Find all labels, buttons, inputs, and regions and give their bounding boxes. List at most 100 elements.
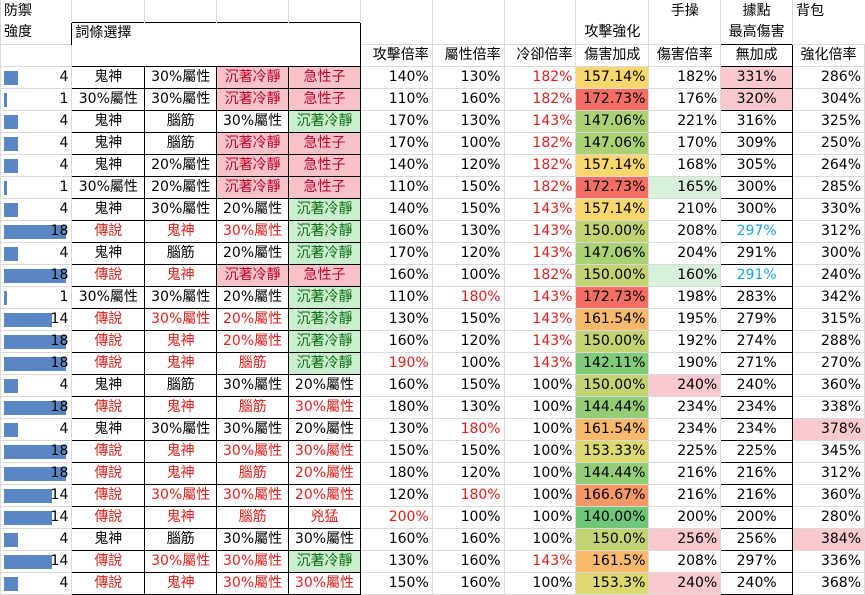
strength-label: 強度	[0, 22, 72, 44]
strength-value: 4	[59, 134, 69, 151]
strength-cell: 4	[0, 131, 73, 155]
skill-cell: 30%屬性	[144, 417, 218, 441]
atk-mult-cell: 190%	[359, 351, 433, 375]
dmg-bonus-cell: 150.00%	[575, 219, 650, 243]
dmg-mult-cell: 240%	[648, 373, 722, 397]
strength-bar	[4, 576, 18, 591]
dmg-bonus-cell: 161.54%	[575, 307, 650, 331]
strength-value: 1	[59, 178, 69, 195]
enh-mult-cell: 312%	[792, 461, 865, 485]
table-row: 4 鬼神 腦筋 沉著冷靜 急性子 170% 100% 182% 147.06% 170% 309% 2…	[0, 131, 865, 155]
skill-cell: 鬼神	[144, 219, 218, 243]
skill-cell: 急性子	[288, 175, 361, 199]
cd-mult-cell: 143%	[503, 197, 577, 221]
skill-cell: 沉著冷靜	[288, 285, 361, 309]
skill-cell: 急性子	[288, 263, 361, 287]
skill-cell: 鬼神	[144, 329, 218, 353]
skill-cell: 鬼神	[144, 395, 218, 419]
skill-cell: 20%屬性	[144, 175, 218, 199]
cd-mult-cell: 100%	[503, 417, 577, 441]
enh-mult-cell: 300%	[792, 241, 865, 265]
table-row: 18 傳說 鬼神 30%屬性 沉著冷靜 160% 130% 143% 150.00% 208% 29…	[0, 219, 865, 243]
cd-mult-cell: 182%	[503, 175, 577, 199]
skill-cell: 20%屬性	[216, 197, 290, 221]
skill-cell: 腦筋	[216, 395, 290, 419]
enh-mult-cell: 342%	[792, 285, 865, 309]
enh-mult-cell: 312%	[792, 219, 865, 243]
attr-mult-cell: 120%	[431, 461, 505, 485]
no-bonus-cell: 309%	[720, 131, 794, 155]
no-bonus-cell: 279%	[720, 307, 794, 331]
no-bonus-cell: 234%	[720, 417, 794, 441]
no-bonus-cell: 305%	[720, 153, 794, 177]
skill-cell: 傳說	[71, 263, 146, 287]
skill-cell: 20%屬性	[216, 285, 290, 309]
dmg-mult-cell: 216%	[648, 483, 722, 507]
cd-mult-cell: 143%	[503, 351, 577, 375]
enh-mult-cell: 378%	[792, 417, 865, 441]
skill-cell: 30%屬性	[288, 395, 361, 419]
skill-cell: 傳說	[71, 461, 146, 485]
skill-cell: 30%屬性	[288, 571, 361, 595]
dmg-mult-cell: 190%	[648, 351, 722, 375]
dmg-bonus-cell: 157.14%	[575, 65, 650, 89]
dmg-bonus-cell: 147.06%	[575, 131, 650, 155]
table-row: 4 鬼神 30%屬性 沉著冷靜 急性子 140% 130% 182% 157.14% 182% 33…	[0, 65, 865, 89]
table-row: 14 傳說 30%屬性 30%屬性 20%屬性 120% 180% 100% 166.67% 21…	[0, 483, 865, 507]
atk-mult-cell: 160%	[359, 219, 433, 243]
skill-cell: 沉著冷靜	[216, 65, 290, 89]
skill-cell: 30%屬性	[144, 197, 218, 221]
skill-cell: 鬼神	[71, 373, 146, 397]
atk-mult-cell: 200%	[359, 505, 433, 529]
strength-bar	[4, 334, 66, 349]
strength-cell: 4	[0, 373, 73, 397]
skill-cell: 沉著冷靜	[288, 109, 361, 133]
strength-cell: 4	[0, 153, 73, 177]
enh-mult-cell: 286%	[792, 65, 865, 89]
strength-bar	[4, 488, 52, 503]
dmg-mult-cell: 170%	[648, 131, 722, 155]
strength-value: 18	[50, 354, 69, 371]
atk-mult-cell: 140%	[359, 65, 433, 89]
table-row: 14 傳說 30%屬性 30%屬性 沉著冷靜 130% 160% 143% 161.5% 208%…	[0, 549, 865, 573]
table-row: 1 30%屬性 20%屬性 沉著冷靜 急性子 110% 150% 182% 172.73% 165…	[0, 175, 865, 199]
strength-bar	[4, 136, 18, 151]
strength-bar	[4, 290, 7, 305]
dmg-mult-cell: 182%	[648, 65, 722, 89]
dmg-bonus-cell: 144.44%	[575, 461, 650, 485]
enh-mult-cell: 360%	[792, 373, 865, 397]
dmg-mult-cell: 216%	[648, 461, 722, 485]
enh-mult-cell: 384%	[792, 527, 865, 551]
strength-value: 4	[59, 574, 69, 591]
no-bonus-cell: 216%	[720, 461, 794, 485]
table-row: 14 傳說 鬼神 腦筋 兇猛 200% 100% 100% 140.00% 200% 200% 280…	[0, 505, 865, 529]
attr-mult-cell: 150%	[431, 175, 505, 199]
skill-cell: 傳說	[71, 505, 146, 529]
skill-cell: 傳說	[71, 439, 146, 463]
skill-cell: 30%屬性	[71, 285, 146, 309]
attr-mult-cell: 130%	[431, 395, 505, 419]
skill-cell: 傳說	[71, 351, 146, 375]
skill-cell: 沉著冷靜	[216, 153, 290, 177]
strength-bar	[4, 532, 18, 547]
enh-mult-cell: 338%	[792, 395, 865, 419]
dmg-bonus-cell: 157.14%	[575, 197, 650, 221]
skill-cell: 鬼神	[144, 439, 218, 463]
skill-cell: 30%屬性	[144, 307, 218, 331]
skill-cell: 腦筋	[216, 505, 290, 529]
atk-mult-cell: 110%	[359, 87, 433, 111]
enh-mult-cell: 360%	[792, 483, 865, 507]
dmg-bonus-cell: 150.00%	[575, 263, 650, 287]
atk-mult-cell: 130%	[359, 307, 433, 331]
dmg-mult-cell: 240%	[648, 571, 722, 595]
enh-mult-cell: 330%	[792, 197, 865, 221]
strength-cell: 4	[0, 197, 73, 221]
atk-mult-cell: 140%	[359, 153, 433, 177]
dmg-mult-cell: 225%	[648, 439, 722, 463]
no-bonus-cell: 316%	[720, 109, 794, 133]
strength-bar	[4, 180, 7, 195]
cd-mult-cell: 100%	[503, 527, 577, 551]
table-row: 1 30%屬性 30%屬性 沉著冷靜 急性子 110% 160% 182% 172.73% 176…	[0, 87, 865, 111]
skill-cell: 30%屬性	[144, 549, 218, 573]
strength-bar	[4, 466, 66, 481]
